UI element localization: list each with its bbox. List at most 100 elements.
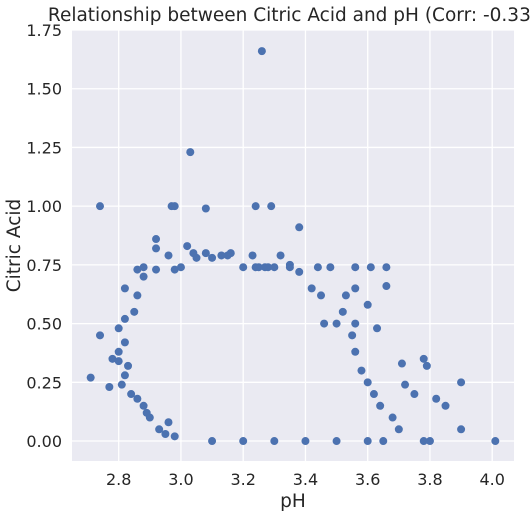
- data-point: [332, 437, 341, 446]
- data-point: [363, 378, 372, 387]
- data-point: [170, 265, 179, 274]
- data-point: [170, 202, 179, 211]
- data-point: [105, 383, 114, 392]
- data-point: [251, 263, 260, 272]
- data-point: [285, 260, 294, 269]
- plot-background: [72, 30, 514, 461]
- data-point: [114, 347, 123, 356]
- data-point: [170, 432, 179, 441]
- data-point: [120, 284, 129, 293]
- data-point: [363, 437, 372, 446]
- data-point: [422, 361, 431, 370]
- data-point: [351, 284, 360, 293]
- data-point: [338, 307, 347, 316]
- data-point: [86, 373, 95, 382]
- data-point: [217, 251, 226, 260]
- data-point: [270, 263, 279, 272]
- x-tick-label: 3.4: [293, 470, 318, 489]
- y-tick-label: 0.50: [26, 315, 62, 334]
- data-point: [351, 319, 360, 328]
- data-point: [208, 437, 217, 446]
- data-point: [270, 437, 279, 446]
- x-tick-label: 2.8: [106, 470, 131, 489]
- data-point: [295, 223, 304, 232]
- data-point: [139, 401, 148, 410]
- data-point: [226, 249, 235, 258]
- data-point: [432, 394, 441, 403]
- x-tick-label: 3.8: [417, 470, 442, 489]
- data-point: [133, 291, 142, 300]
- y-tick-label: 0.00: [26, 432, 62, 451]
- data-point: [394, 425, 403, 434]
- data-point: [373, 324, 382, 333]
- data-point: [376, 401, 385, 410]
- data-point: [491, 437, 500, 446]
- data-point: [239, 263, 248, 272]
- data-point: [127, 390, 136, 399]
- data-point: [397, 359, 406, 368]
- data-point: [348, 331, 357, 340]
- x-axis-label: pH: [280, 491, 306, 512]
- data-point: [326, 263, 335, 272]
- data-point: [419, 354, 428, 363]
- data-point: [152, 235, 161, 244]
- data-point: [139, 263, 148, 272]
- data-point: [363, 300, 372, 309]
- data-point: [152, 244, 161, 253]
- data-point: [120, 314, 129, 323]
- data-point: [295, 267, 304, 276]
- data-point: [257, 47, 266, 56]
- chart-title: Relationship between Citric Acid and pH …: [48, 5, 530, 26]
- data-point: [313, 263, 322, 272]
- data-point: [183, 242, 192, 251]
- y-tick-label: 0.25: [26, 373, 62, 392]
- data-point: [114, 324, 123, 333]
- data-point: [161, 429, 170, 438]
- data-point: [264, 263, 273, 272]
- x-tick-label: 3.0: [168, 470, 193, 489]
- x-tick-label: 4.0: [479, 470, 504, 489]
- data-point: [201, 249, 210, 258]
- data-point: [164, 251, 173, 260]
- data-point: [332, 319, 341, 328]
- data-point: [425, 437, 434, 446]
- data-point: [108, 354, 117, 363]
- data-point: [133, 265, 142, 274]
- data-point: [441, 401, 450, 410]
- data-point: [301, 437, 310, 446]
- data-point: [117, 380, 126, 389]
- y-tick-label: 0.75: [26, 256, 62, 275]
- x-tick-label: 3.6: [355, 470, 380, 489]
- data-point: [120, 338, 129, 347]
- data-point: [114, 357, 123, 366]
- data-point: [419, 437, 428, 446]
- data-point: [366, 263, 375, 272]
- y-tick-labels: 0.00 0.25 0.50 0.75 1.00 1.25 1.50 1.75: [26, 21, 62, 451]
- data-point: [382, 282, 391, 291]
- y-tick-label: 1.00: [26, 197, 62, 216]
- data-point: [130, 307, 139, 316]
- data-point: [369, 390, 378, 399]
- data-point: [164, 418, 173, 427]
- data-point: [248, 251, 257, 260]
- y-tick-label: 1.75: [26, 21, 62, 40]
- data-point: [239, 437, 248, 446]
- data-points: [86, 47, 500, 446]
- data-point: [401, 380, 410, 389]
- data-point: [189, 249, 198, 258]
- data-point: [251, 202, 260, 211]
- data-point: [320, 319, 329, 328]
- x-tick-label: 3.2: [230, 470, 255, 489]
- data-point: [96, 202, 105, 211]
- data-point: [410, 390, 419, 399]
- data-point: [351, 263, 360, 272]
- data-point: [96, 331, 105, 340]
- data-point: [124, 361, 133, 370]
- data-point: [186, 148, 195, 157]
- data-point: [276, 251, 285, 260]
- data-point: [351, 347, 360, 356]
- data-point: [176, 263, 185, 272]
- y-axis-label: Citric Acid: [4, 199, 25, 293]
- data-point: [382, 263, 391, 272]
